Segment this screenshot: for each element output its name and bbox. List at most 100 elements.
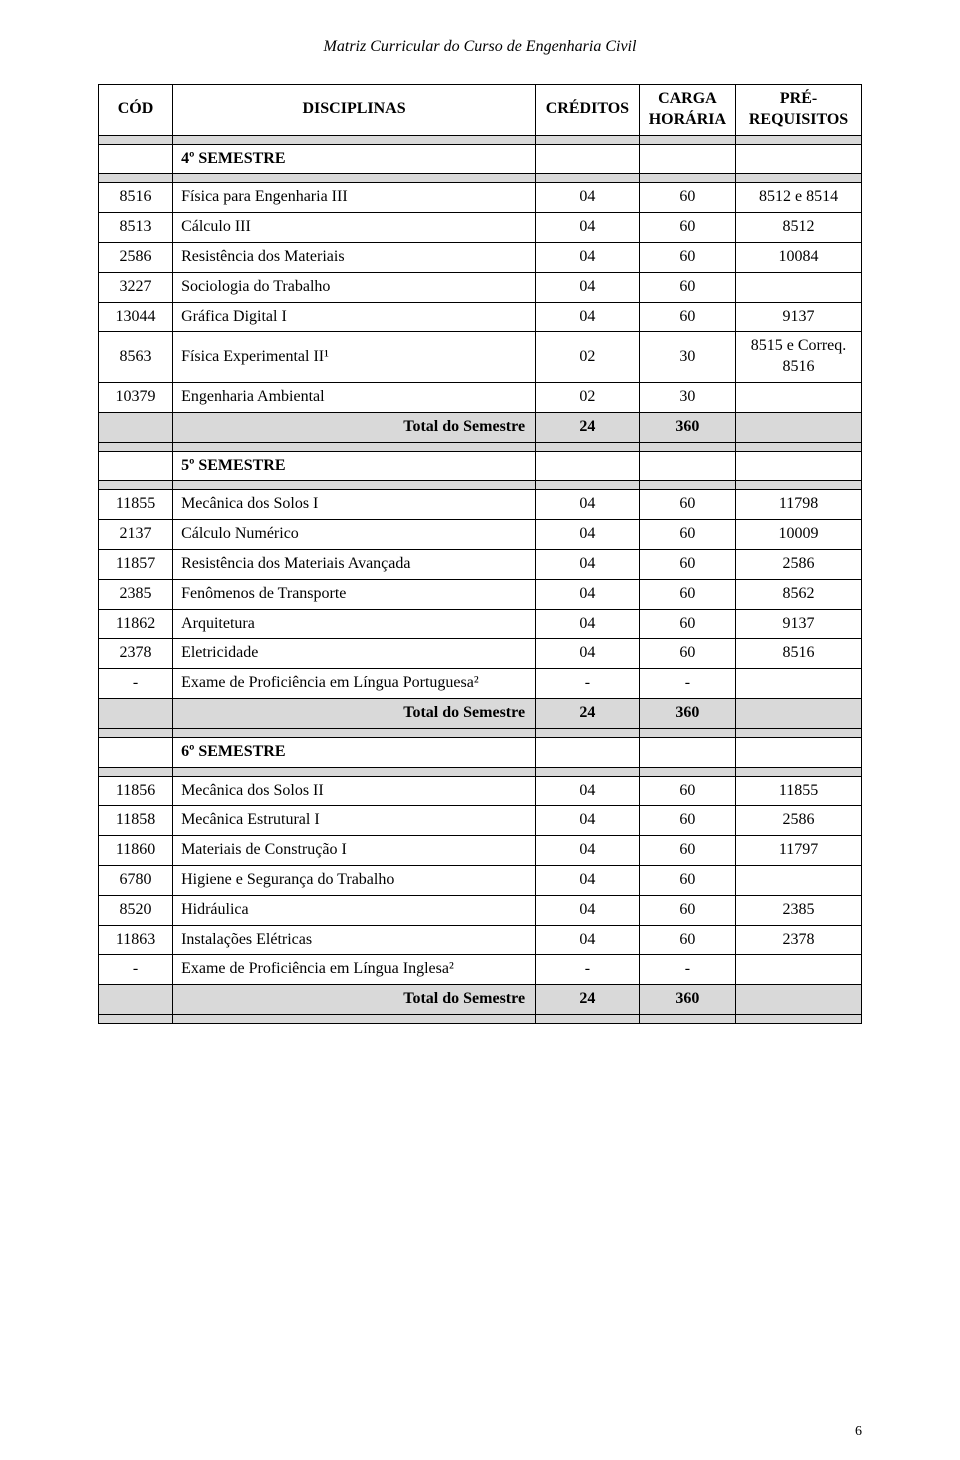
course-name: Eletricidade: [173, 639, 536, 669]
course-prereq: 11855: [736, 776, 862, 806]
blank-row: [99, 135, 862, 144]
course-code: 8513: [99, 213, 173, 243]
course-name: Hidráulica: [173, 895, 536, 925]
blank-cell: [736, 737, 862, 767]
course-credits: 04: [536, 776, 640, 806]
course-row: 3227Sociologia do Trabalho0460: [99, 272, 862, 302]
course-row: 11863Instalações Elétricas04602378: [99, 925, 862, 955]
course-row: -Exame de Proficiência em Língua Portugu…: [99, 669, 862, 699]
blank-cell: [639, 144, 735, 174]
course-code: 11860: [99, 836, 173, 866]
course-credits: 04: [536, 806, 640, 836]
course-code: 8563: [99, 332, 173, 383]
course-name: Exame de Proficiência em Língua Inglesa²: [173, 955, 536, 985]
course-hours: 60: [639, 836, 735, 866]
course-code: 2137: [99, 520, 173, 550]
table-header-row: CÓD DISCIPLINAS CRÉDITOS CARGA HORÁRIA P…: [99, 85, 862, 136]
course-name: Mecânica dos Solos I: [173, 490, 536, 520]
blank-cell: [99, 698, 173, 728]
course-row: 11858Mecânica Estrutural I04602586: [99, 806, 862, 836]
course-row: 2137Cálculo Numérico046010009: [99, 520, 862, 550]
course-prereq: [736, 272, 862, 302]
course-code: 2378: [99, 639, 173, 669]
course-prereq: [736, 669, 862, 699]
blank-cell: [173, 767, 536, 776]
section-row: 6º SEMESTRE: [99, 737, 862, 767]
course-credits: 04: [536, 520, 640, 550]
course-code: 11857: [99, 549, 173, 579]
course-name: Engenharia Ambiental: [173, 382, 536, 412]
course-name: Higiene e Segurança do Trabalho: [173, 865, 536, 895]
col-cred-header: CRÉDITOS: [536, 85, 640, 136]
course-prereq: 2586: [736, 806, 862, 836]
course-hours: 60: [639, 213, 735, 243]
blank-cell: [99, 481, 173, 490]
course-hours: 60: [639, 183, 735, 213]
course-hours: -: [639, 955, 735, 985]
course-row: 2586Resistência dos Materiais046010084: [99, 242, 862, 272]
course-row: 11856Mecânica dos Solos II046011855: [99, 776, 862, 806]
blank-cell: [736, 451, 862, 481]
total-row: Total do Semestre24360: [99, 985, 862, 1015]
course-prereq: 2586: [736, 549, 862, 579]
course-prereq: 9137: [736, 302, 862, 332]
course-prereq: 8512 e 8514: [736, 183, 862, 213]
total-credits: 24: [536, 698, 640, 728]
course-code: 3227: [99, 272, 173, 302]
course-prereq: 8516: [736, 639, 862, 669]
course-hours: 60: [639, 925, 735, 955]
blank-cell: [99, 985, 173, 1015]
blank-cell: [536, 767, 640, 776]
blank-cell: [536, 737, 640, 767]
blank-cell: [639, 481, 735, 490]
blank-cell: [536, 481, 640, 490]
course-credits: 04: [536, 836, 640, 866]
blank-cell: [639, 451, 735, 481]
blank-cell: [173, 728, 536, 737]
course-row: 8520Hidráulica04602385: [99, 895, 862, 925]
blank-cell: [639, 135, 735, 144]
blank-cell: [173, 174, 536, 183]
blank-cell: [536, 135, 640, 144]
total-credits: 24: [536, 412, 640, 442]
course-credits: 04: [536, 895, 640, 925]
total-hours: 360: [639, 698, 735, 728]
blank-cell: [99, 728, 173, 737]
course-name: Arquitetura: [173, 609, 536, 639]
course-code: 10379: [99, 382, 173, 412]
blank-cell: [99, 442, 173, 451]
blank-cell: [639, 442, 735, 451]
course-code: 8516: [99, 183, 173, 213]
blank-cell: [99, 737, 173, 767]
blank-row: [99, 442, 862, 451]
course-credits: 04: [536, 490, 640, 520]
blank-cell: [99, 451, 173, 481]
blank-cell: [639, 767, 735, 776]
course-hours: 60: [639, 272, 735, 302]
col-disc-header: DISCIPLINAS: [173, 85, 536, 136]
blank-cell: [736, 728, 862, 737]
course-name: Resistência dos Materiais: [173, 242, 536, 272]
blank-cell: [639, 737, 735, 767]
blank-cell: [99, 767, 173, 776]
course-hours: 60: [639, 579, 735, 609]
course-credits: 04: [536, 272, 640, 302]
blank-cell: [736, 698, 862, 728]
course-code: 6780: [99, 865, 173, 895]
course-name: Resistência dos Materiais Avançada: [173, 549, 536, 579]
course-row: 11862Arquitetura04609137: [99, 609, 862, 639]
section-row: 4º SEMESTRE: [99, 144, 862, 174]
page: Matriz Curricular do Curso de Engenharia…: [0, 0, 960, 1460]
total-label: Total do Semestre: [173, 985, 536, 1015]
course-name: Gráfica Digital I: [173, 302, 536, 332]
blank-row: [99, 767, 862, 776]
blank-cell: [736, 412, 862, 442]
course-hours: 30: [639, 332, 735, 383]
course-row: - Exame de Proficiência em Língua Inglesa…: [99, 955, 862, 985]
course-code: 2385: [99, 579, 173, 609]
course-credits: 02: [536, 382, 640, 412]
blank-cell: [536, 144, 640, 174]
blank-cell: [173, 442, 536, 451]
course-hours: 60: [639, 639, 735, 669]
blank-cell: [173, 1014, 536, 1023]
